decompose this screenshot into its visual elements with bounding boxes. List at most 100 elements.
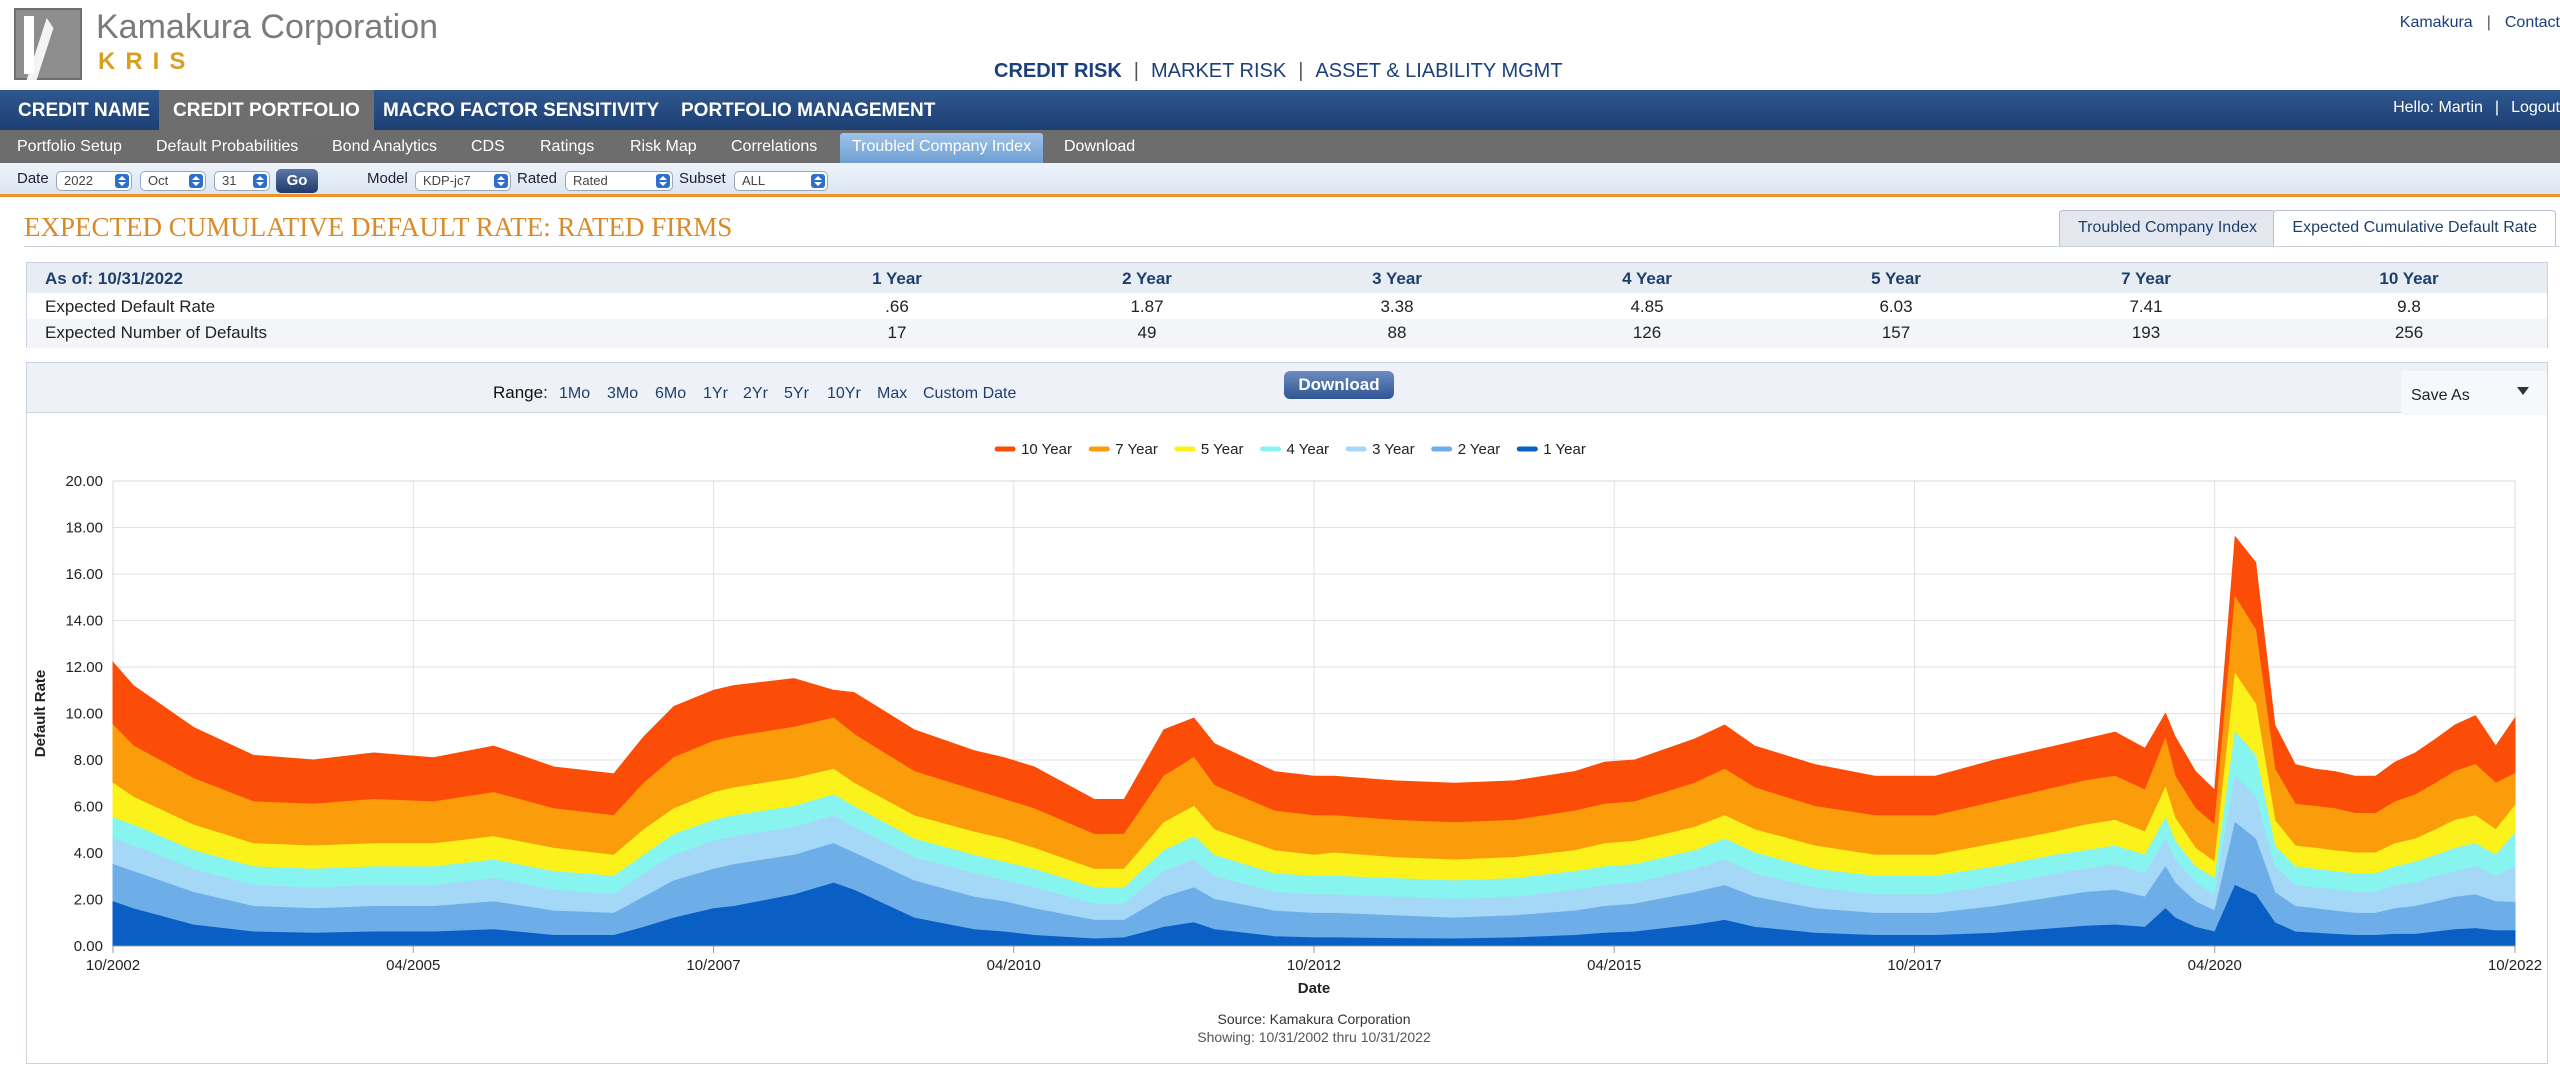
default-rate-cell: 1.87 [1130, 297, 1164, 316]
range-2yr-button[interactable]: 2Yr [743, 385, 768, 402]
main-nav-credit-name[interactable]: CREDIT NAME [18, 100, 150, 121]
chart-panel: Range: 1Mo 3Mo 6Mo 1Yr 2Yr 5Yr 10Yr Max … [26, 362, 2548, 1064]
range-1mo-button[interactable]: 1Mo [559, 385, 591, 402]
default-rate-cell: 7.41 [2129, 297, 2163, 316]
chart-series [112, 535, 2516, 947]
select-arrows-icon [811, 174, 825, 188]
summary-table: As of: 10/31/2022 1 Year 2 Year 3 Year 4… [26, 262, 2548, 348]
y-tick-label: 4.00 [74, 845, 103, 862]
x-tick-label: 10/2022 [2488, 957, 2542, 974]
legend-item-3-year[interactable]: 3 Year [1372, 441, 1415, 458]
defaults-count-cell: 256 [2394, 323, 2424, 342]
kamakura-logo[interactable]: Kamakura Corporation KRIS [14, 6, 438, 82]
default-rate-cell: 9.8 [2397, 297, 2421, 316]
range-6mo-button[interactable]: 6Mo [655, 385, 687, 402]
legend-item-1-year[interactable]: 1 Year [1543, 441, 1586, 458]
user-greeting: Hello: Martin [2393, 99, 2483, 116]
range-1yr-button[interactable]: 1Yr [703, 385, 728, 402]
credit-risk-link[interactable]: CREDIT RISK [994, 60, 1122, 82]
sub-nav: Portfolio Setup Default Probabilities Bo… [0, 130, 2560, 163]
page-title: EXPECTED CUMULATIVE DEFAULT RATE: RATED … [24, 212, 733, 242]
x-tick-label: 10/2017 [1887, 957, 1941, 974]
select-arrows-icon [253, 174, 267, 188]
subnav-cds[interactable]: CDS [471, 138, 505, 155]
model-label: Model [367, 170, 408, 187]
main-nav-macro-factor-sensitivity[interactable]: MACRO FACTOR SENSITIVITY [383, 100, 660, 121]
year-select[interactable]: 2022 [56, 171, 132, 191]
subnav-risk-map[interactable]: Risk Map [630, 138, 697, 155]
subset-label: Subset [679, 170, 726, 187]
main-nav: CREDIT NAME CREDIT PORTFOLIO MACRO FACTO… [0, 90, 2560, 130]
defaults-count-cell: 88 [1387, 323, 1407, 342]
chart-legend: 10 Year 7 Year 5 Year 4 Year 3 Year 2 Year 1 Y… [994, 441, 1586, 458]
save-as-label: Save As [2411, 387, 2470, 404]
subnav-troubled-company-index[interactable]: Troubled Company Index [840, 133, 1044, 163]
subnav-bond-analytics[interactable]: Bond Analytics [332, 138, 437, 155]
save-as-dropdown[interactable]: Save As [2401, 371, 2547, 415]
defaults-count-cell: 126 [1632, 323, 1662, 342]
select-arrows-icon [494, 174, 508, 188]
horizon-header: 3 Year [1372, 269, 1422, 288]
default-rate-cell: 3.38 [1380, 297, 1414, 316]
logo-product-name: KRIS [98, 48, 196, 75]
range-3mo-button[interactable]: 3Mo [607, 385, 639, 402]
model-select[interactable]: KDP-jc7 [415, 171, 511, 191]
range-label: Range: [493, 383, 548, 402]
logout-link[interactable]: Logout [2511, 99, 2560, 116]
tab-troubled-company-index[interactable]: Troubled Company Index [2058, 210, 2276, 246]
horizon-header: 10 Year [2379, 269, 2439, 288]
tab-expected-cumulative-default-rate[interactable]: Expected Cumulative Default Rate [2273, 210, 2556, 246]
x-tick-label: 10/2002 [86, 957, 140, 974]
legend-item-5-year[interactable]: 5 Year [1201, 441, 1244, 458]
date-label: Date [17, 170, 49, 187]
chart-download-button[interactable]: Download [1284, 371, 1394, 399]
series-area-1-year[interactable] [112, 882, 2516, 947]
horizon-header: 2 Year [1122, 269, 1172, 288]
legend-item-2-year[interactable]: 2 Year [1458, 441, 1501, 458]
y-tick-label: 20.00 [65, 473, 103, 490]
product-links: CREDIT RISK | MARKET RISK | ASSET & LIABILIT… [994, 60, 1563, 82]
subnav-portfolio-setup[interactable]: Portfolio Setup [17, 138, 122, 155]
x-tick-label: 04/2020 [2188, 957, 2242, 974]
horizon-header: 7 Year [2121, 269, 2171, 288]
x-axis-label: Date [1298, 980, 1331, 997]
subnav-correlations[interactable]: Correlations [731, 138, 818, 155]
month-select[interactable]: Oct [140, 171, 206, 191]
y-tick-label: 6.00 [74, 799, 103, 816]
market-risk-link[interactable]: MARKET RISK [1151, 60, 1287, 82]
contact-link[interactable]: Contact [2504, 14, 2560, 31]
kamakura-link[interactable]: Kamakura [2399, 14, 2473, 31]
caret-down-icon [2517, 387, 2529, 401]
subnav-download[interactable]: Download [1064, 138, 1136, 155]
y-tick-label: 10.00 [65, 706, 103, 723]
go-button[interactable]: Go [276, 169, 318, 193]
range-max-button[interactable]: Max [877, 385, 908, 402]
title-divider [24, 246, 2560, 247]
legend-item-7-year[interactable]: 7 Year [1115, 441, 1158, 458]
defaults-count-cell: 157 [1881, 323, 1911, 342]
alm-link[interactable]: ASSET & LIABILITY MGMT [1315, 60, 1563, 82]
range-5yr-button[interactable]: 5Yr [784, 385, 809, 402]
range-custom-date-button[interactable]: Custom Date [923, 385, 1017, 402]
default-rate-cell: 6.03 [1879, 297, 1913, 316]
rated-select[interactable]: Rated [565, 171, 673, 191]
legend-item-4-year[interactable]: 4 Year [1287, 441, 1330, 458]
subset-select[interactable]: ALL [734, 171, 828, 191]
range-10yr-button[interactable]: 10Yr [827, 385, 861, 402]
top-links: Kamakura | Contact [2399, 14, 2560, 31]
main-nav-credit-portfolio[interactable]: CREDIT PORTFOLIO [159, 90, 374, 130]
main-nav-portfolio-management[interactable]: PORTFOLIO MANAGEMENT [681, 100, 936, 121]
filter-bar: Date 2022 Oct 31 Go Model KDP-jc7 Rated … [0, 163, 2560, 197]
y-tick-label: 16.00 [65, 566, 103, 583]
defaults-count-cell: 17 [887, 323, 907, 342]
summary-row-alt [27, 319, 2547, 348]
row-label-default-rate: Expected Default Rate [45, 297, 216, 316]
user-area: Hello: Martin | Logout [2393, 99, 2560, 116]
y-tick-label: 8.00 [74, 752, 103, 769]
defaults-count-cell: 49 [1137, 323, 1157, 342]
legend-item-10-year[interactable]: 10 Year [1021, 441, 1072, 458]
subnav-ratings[interactable]: Ratings [540, 138, 595, 155]
select-arrows-icon [115, 174, 129, 188]
subnav-default-probabilities[interactable]: Default Probabilities [156, 138, 299, 155]
day-select[interactable]: 31 [214, 171, 270, 191]
